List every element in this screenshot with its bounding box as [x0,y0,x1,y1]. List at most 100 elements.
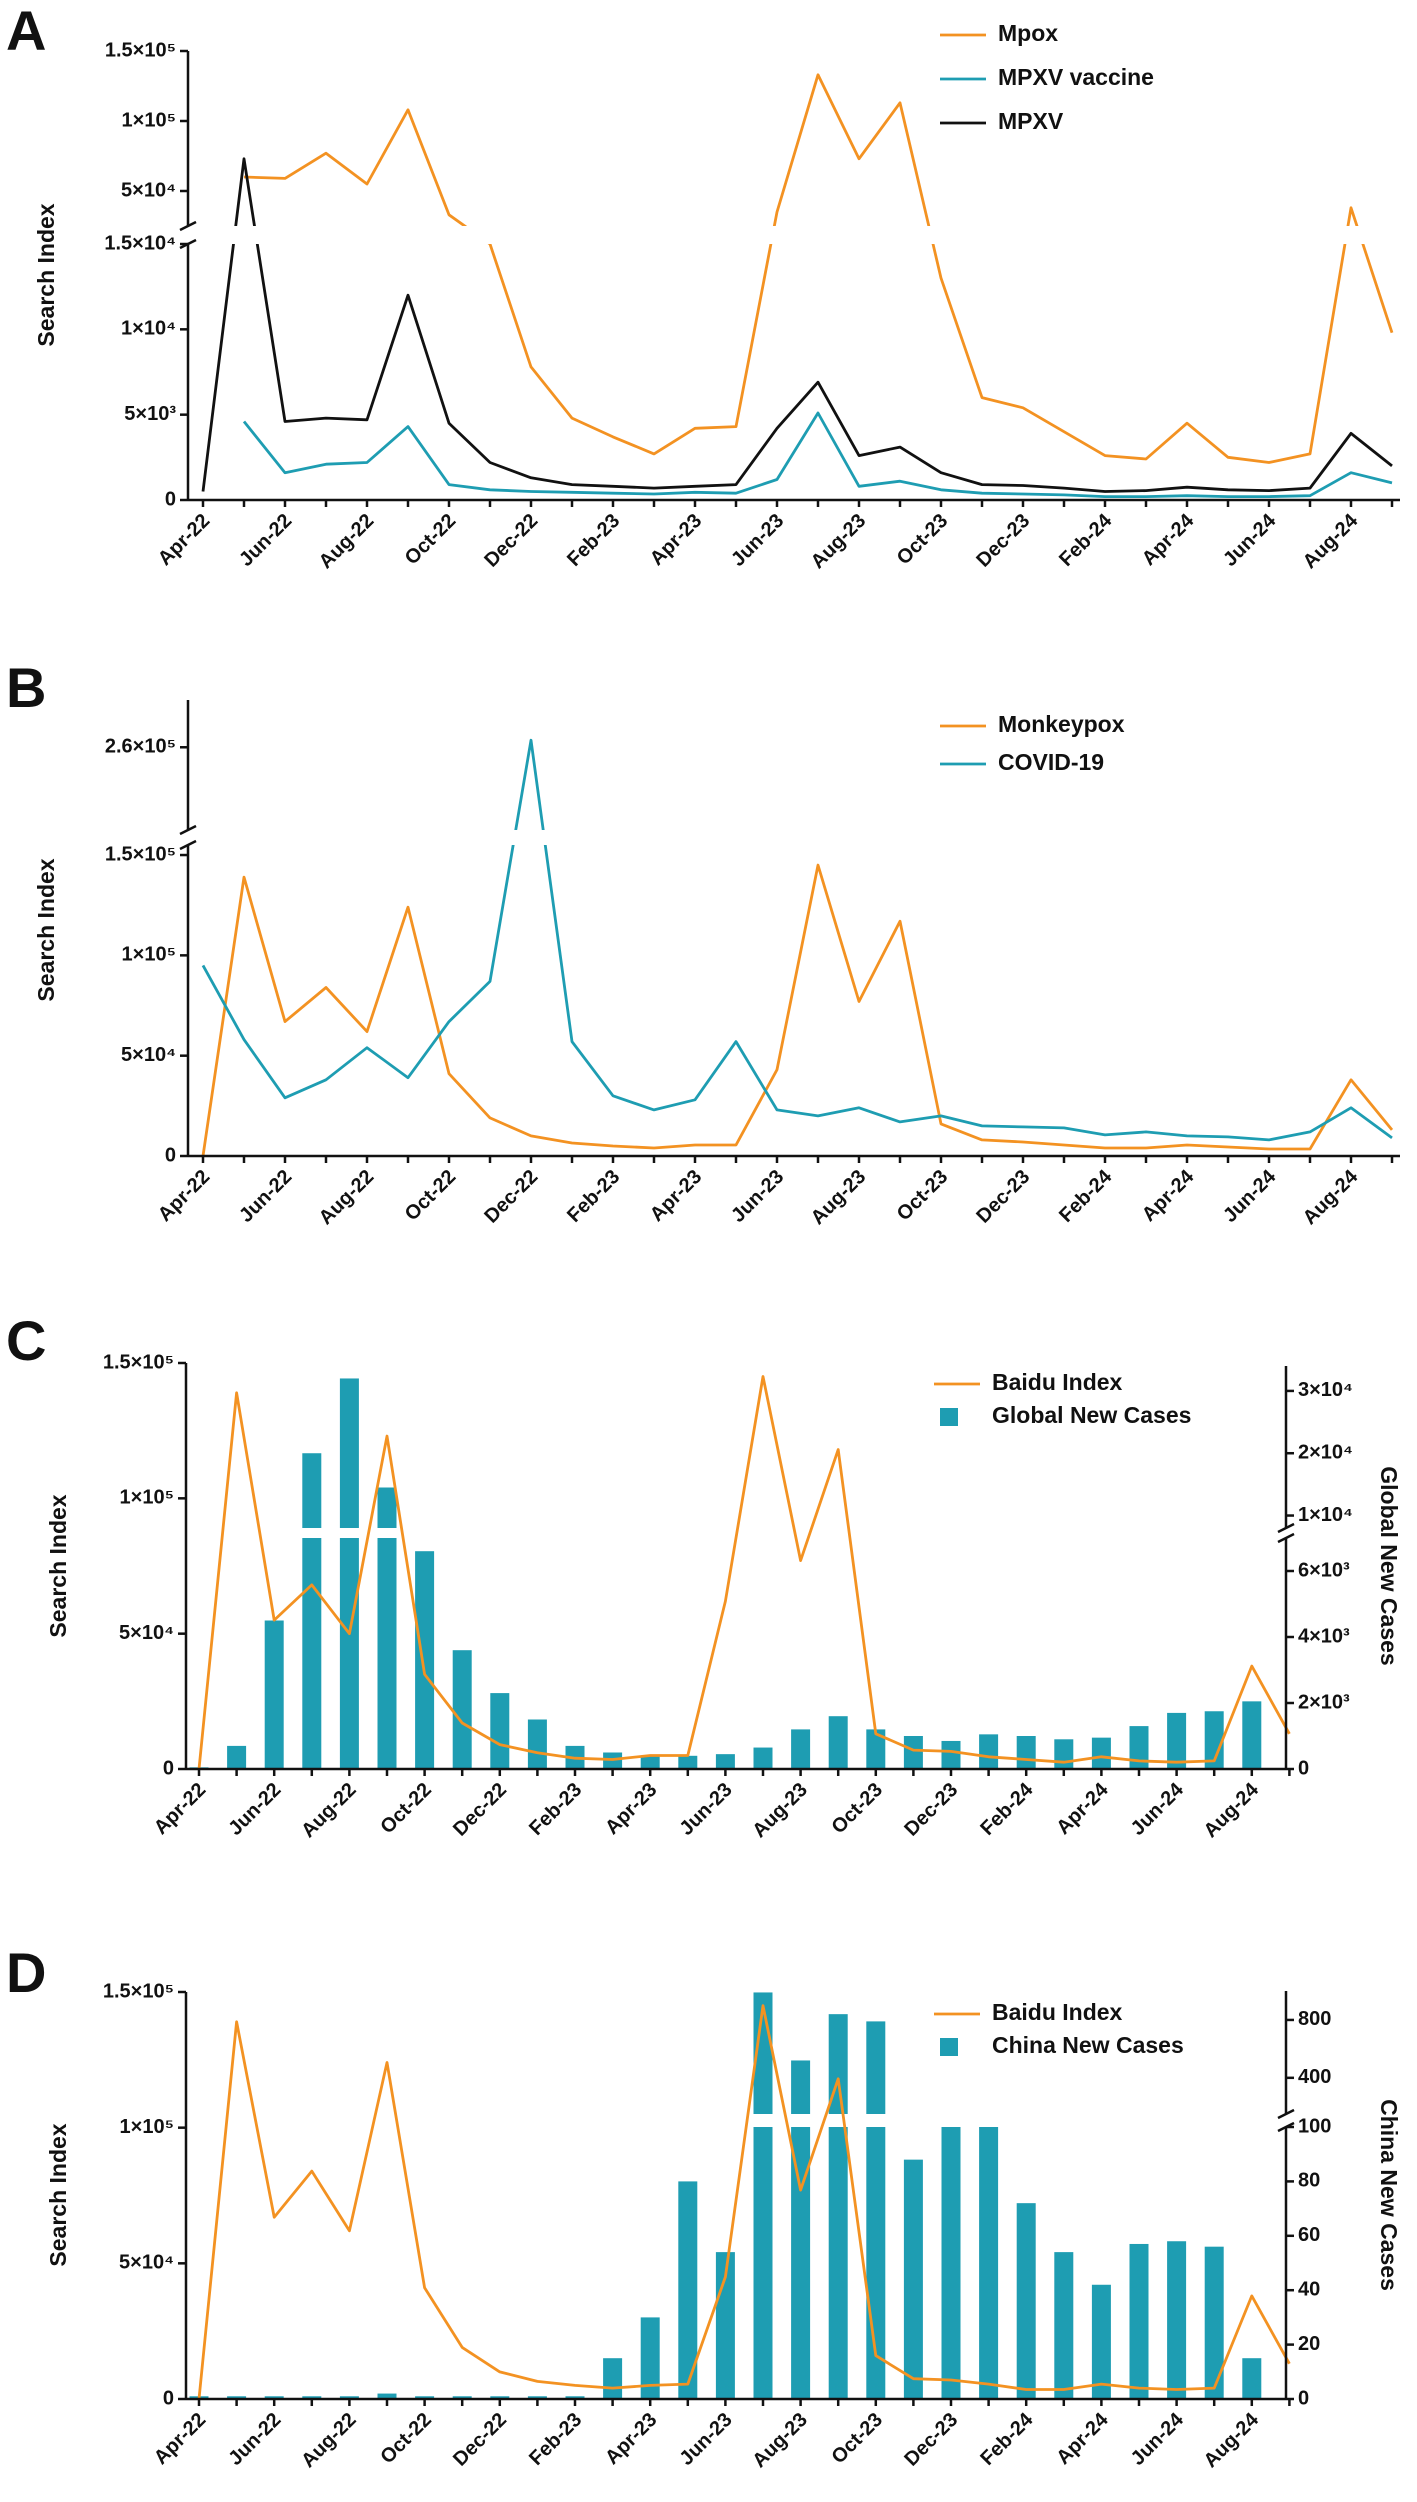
line-series [201,738,1393,1142]
x-tick-label: Jun-22 [235,510,296,571]
y-tick-label: 1×10⁵ [120,1487,174,1509]
y-tick-label: 1×10⁴ [1298,1504,1353,1526]
bar [791,2060,811,2399]
x-tick-label: Aug-23 [748,2409,811,2472]
y-tick-label: 1.5×10⁵ [105,39,176,61]
bar [264,2396,284,2399]
x-tick-label: Feb-24 [976,1778,1038,1840]
y-tick-label: 5×10⁴ [121,179,176,201]
legend-label: COVID-19 [998,749,1104,775]
x-tick-label: Jun-22 [224,1779,285,1840]
axis-break-mark [179,220,197,232]
bar [490,2396,510,2399]
y-axis-title: Search Index [45,2123,71,2266]
y-tick-label: 2×10³ [1298,1691,1350,1713]
panel-letter: C [6,1309,46,1372]
x-tick-label: Apr-24 [1052,2408,1113,2469]
bar [565,2396,585,2399]
x-tick-label: Aug-24 [1299,509,1363,573]
y-tick-label: 800 [1298,2008,1331,2030]
x-tick-label: Oct-22 [401,510,461,570]
y-tick-label: 0 [165,488,176,510]
x-tick-label: Feb-23 [525,2409,586,2470]
x-tick-label: Jun-22 [224,2409,285,2470]
y-tick-label: 1×10⁴ [121,318,176,340]
y-tick-label: 1.5×10⁴ [104,232,176,254]
y2-axis-title: China New Cases [1376,2099,1402,2291]
bar [903,2159,923,2399]
axis-break-mark [1277,2108,1295,2120]
x-tick-label: Feb-24 [1055,509,1117,571]
bar [603,2358,623,2399]
bar [941,1740,961,1769]
bar [1129,2243,1149,2399]
line-series [201,863,1394,1157]
axis-break-mark [179,824,197,836]
y-tick-label: 5×10⁴ [119,2252,174,2274]
bar [866,1729,886,1769]
y-tick-label: 0 [165,1144,176,1166]
legend-swatch [940,1408,958,1426]
legend-label: Global New Cases [992,1402,1191,1428]
x-tick-label: Aug-23 [807,510,870,573]
y-tick-label: 1×10⁵ [122,109,176,131]
bar [941,2127,961,2399]
y2-axis-title: Global New Cases [1376,1466,1402,1665]
line-series [197,1375,1291,1770]
y-tick-label: 0 [163,1757,174,1779]
legend-label: MPXV [998,108,1064,134]
x-tick-label: Aug-22 [297,1779,360,1842]
x-tick-label: Feb-23 [563,510,624,571]
y-tick-label: 6×10³ [1298,1559,1350,1581]
x-tick-label: Aug-24 [1200,2408,1264,2472]
axis-break-gap [188,2114,1302,2127]
y-tick-label: 40 [1298,2278,1320,2300]
panel-letter: B [6,656,46,719]
x-tick-label: Apr-22 [150,1779,210,1839]
x-tick-label: Aug-22 [297,2409,360,2472]
legend-label: China New Cases [992,2032,1184,2058]
x-tick-label: Oct-22 [401,1166,461,1226]
y-axis-title: Search Index [33,858,59,1001]
x-tick-label: Apr-23 [646,510,706,570]
bar [1242,2358,1262,2399]
legend-label: Mpox [998,20,1058,46]
bar [678,2181,698,2399]
y-tick-label: 1×10⁵ [120,2116,174,2138]
x-tick-label: Apr-22 [150,2409,210,2469]
bar [527,2396,547,2399]
legend-label: Baidu Index [992,1999,1123,2025]
x-tick-label: Oct-23 [893,510,953,570]
x-tick-label: Aug-24 [1200,1778,1264,1842]
y-tick-label: 0 [1298,2387,1309,2409]
panel-letter: A [6,0,46,62]
x-tick-label: Dec-22 [480,510,542,572]
bar [1167,2241,1187,2399]
y-tick-label: 1.5×10⁵ [103,1351,174,1373]
x-tick-label: Apr-24 [1052,1778,1113,1839]
bar [640,2317,660,2399]
bar [828,1716,848,1769]
y-axis-title: Search Index [33,203,59,346]
bar [715,1754,735,1769]
legend-label: Monkeypox [998,711,1125,737]
bar [1054,2252,1074,2399]
x-tick-label: Jun-24 [1219,509,1281,571]
line-series [201,157,1393,493]
bar [678,1755,698,1769]
bar [452,1650,472,1769]
x-tick-label: Apr-23 [646,1166,706,1226]
x-tick-label: Apr-23 [601,2409,661,2469]
axis-break-mark [179,839,197,851]
x-tick-label: Dec-23 [900,2409,962,2471]
x-tick-label: Dec-22 [449,1779,511,1841]
bar [1091,2284,1111,2399]
x-tick-label: Feb-23 [563,1166,624,1227]
bar [828,2014,848,2399]
bar [753,1992,773,2399]
x-tick-label: Apr-24 [1138,509,1199,570]
bar [1167,1712,1187,1769]
panel-letter: D [6,1941,46,2004]
bar [227,1745,247,1769]
